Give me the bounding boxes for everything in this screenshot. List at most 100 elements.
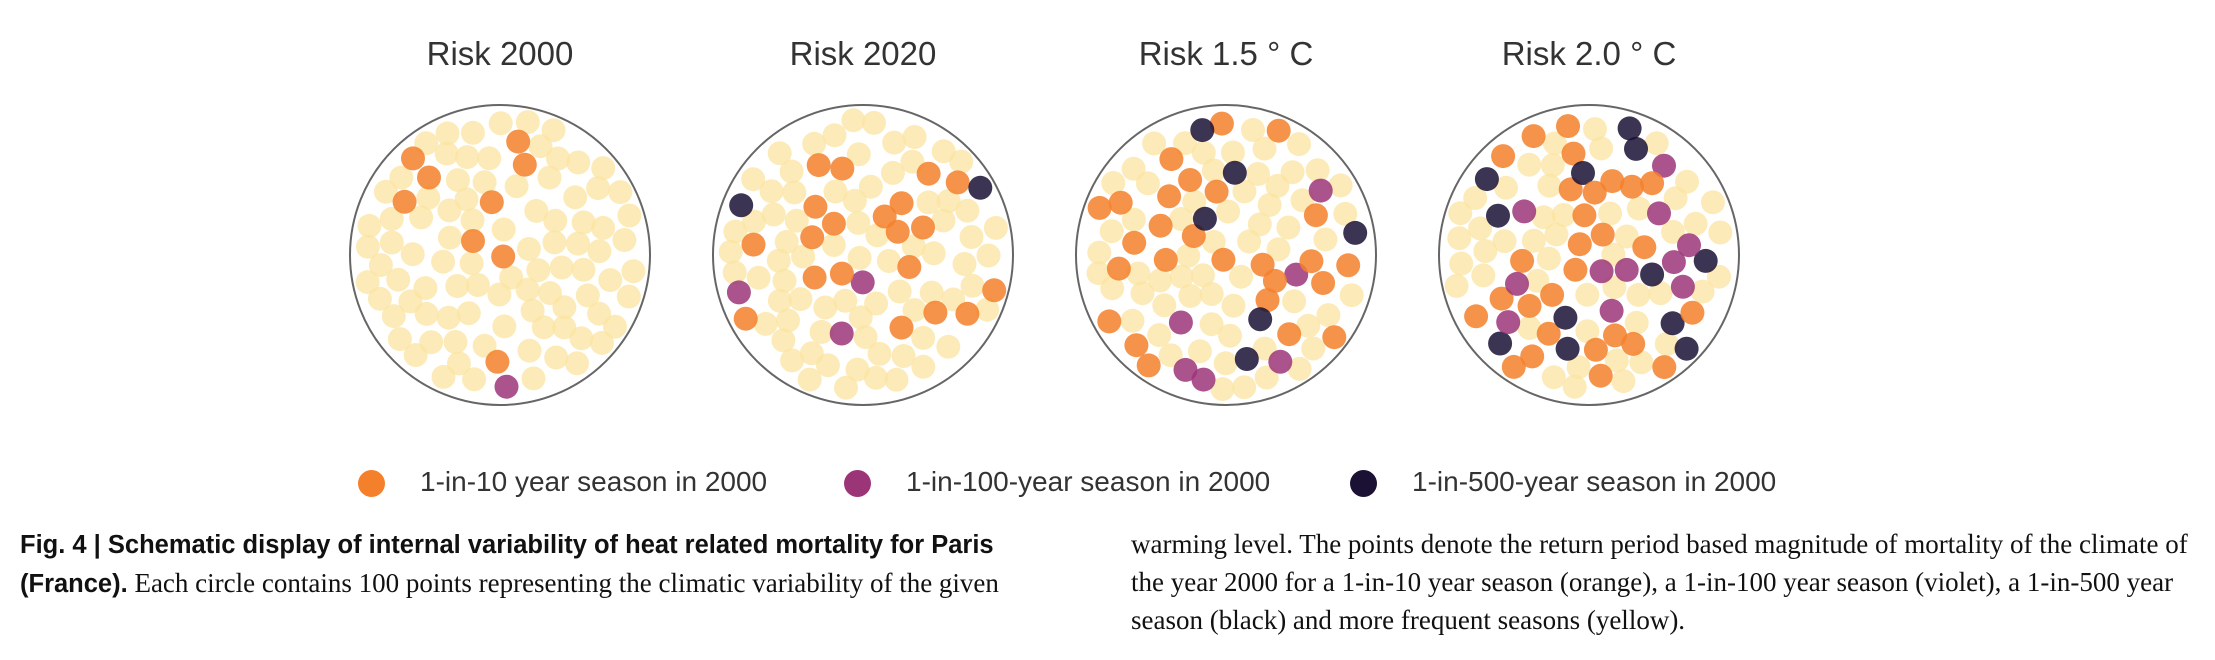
- point-yellow: [876, 249, 901, 273]
- point-yellow: [1544, 222, 1569, 247]
- point-yellow: [864, 291, 889, 316]
- point-orange: [1600, 169, 1625, 194]
- point-yellow: [542, 230, 567, 255]
- point-yellow: [355, 234, 380, 259]
- point-yellow: [1252, 136, 1277, 161]
- point-yellow: [552, 295, 577, 320]
- point-orange: [1266, 118, 1291, 143]
- point-yellow: [1187, 339, 1212, 364]
- point-yellow: [1296, 313, 1321, 338]
- point-yellow: [782, 180, 807, 205]
- point-yellow: [771, 328, 796, 353]
- point-yellow: [586, 176, 611, 201]
- point-orange: [802, 265, 827, 290]
- point-yellow: [1199, 282, 1224, 306]
- point-orange: [1561, 141, 1586, 166]
- point-yellow: [784, 208, 809, 233]
- point-yellow: [528, 134, 553, 159]
- point-violet: [1173, 357, 1198, 382]
- point-orange: [1640, 171, 1665, 196]
- point-yellow: [1531, 205, 1556, 230]
- point-yellow: [1313, 227, 1338, 252]
- point-yellow: [867, 341, 892, 366]
- point-orange: [1148, 213, 1173, 238]
- point-yellow: [1201, 158, 1226, 183]
- point-yellow: [1517, 152, 1542, 177]
- point-yellow: [1537, 173, 1562, 198]
- point-yellow: [389, 165, 414, 190]
- point-violet: [1647, 201, 1671, 226]
- legend: 1-in-10 year season in 2000 1-in-100-yea…: [0, 462, 2215, 506]
- point-orange: [923, 300, 948, 325]
- point-yellow: [761, 202, 786, 227]
- point-orange: [1536, 321, 1561, 346]
- point-yellow: [1237, 229, 1262, 254]
- point-orange: [733, 306, 758, 331]
- point-yellow: [759, 179, 784, 204]
- point-violet: [1661, 250, 1686, 275]
- point-yellow: [902, 125, 927, 149]
- point-yellow: [1221, 293, 1246, 318]
- point-yellow: [437, 198, 462, 223]
- point-violet: [1677, 233, 1701, 258]
- point-orange: [955, 301, 980, 326]
- point-orange: [830, 156, 855, 181]
- point-yellow: [936, 334, 961, 359]
- point-yellow: [1473, 239, 1498, 263]
- point-yellow: [357, 213, 382, 238]
- scatter-circle: [349, 104, 651, 406]
- point-yellow: [880, 160, 905, 185]
- point-yellow: [848, 305, 873, 330]
- point-yellow: [1169, 264, 1194, 289]
- point-yellow: [526, 258, 551, 283]
- point-yellow: [1541, 365, 1566, 390]
- point-yellow: [1213, 351, 1238, 376]
- point-yellow: [587, 301, 612, 326]
- point-yellow: [1252, 336, 1277, 361]
- scatter-circle: [1075, 104, 1377, 406]
- point-yellow: [911, 325, 936, 350]
- point-yellow: [1328, 173, 1353, 198]
- circle-outline: [1075, 104, 1377, 406]
- point-yellow: [488, 111, 513, 136]
- point-violet: [1191, 367, 1216, 392]
- point-yellow: [858, 174, 883, 199]
- point-yellow: [1333, 201, 1358, 226]
- point-orange: [1652, 355, 1677, 380]
- point-yellow: [845, 357, 870, 382]
- point-yellow: [546, 146, 570, 171]
- point-orange: [803, 194, 828, 219]
- point-orange: [1122, 230, 1147, 255]
- point-yellow: [517, 338, 542, 363]
- point-yellow: [1644, 131, 1669, 156]
- point-yellow: [884, 367, 909, 392]
- point-violet: [829, 321, 854, 346]
- point-yellow: [753, 311, 778, 336]
- point-orange: [889, 315, 914, 340]
- point-yellow: [487, 282, 512, 307]
- point-black: [1192, 206, 1217, 231]
- point-yellow: [445, 274, 470, 298]
- point-yellow: [1158, 343, 1183, 368]
- point-yellow: [1130, 281, 1155, 306]
- point-yellow: [1540, 153, 1565, 178]
- point-yellow: [603, 314, 627, 339]
- point-yellow: [1201, 229, 1226, 254]
- point-black: [1234, 347, 1259, 371]
- point-yellow: [590, 330, 614, 355]
- point-black: [1640, 262, 1665, 287]
- point-violet: [1268, 349, 1293, 374]
- point-yellow: [797, 367, 822, 392]
- point-yellow: [541, 118, 566, 143]
- point-violet: [726, 280, 751, 305]
- point-orange: [1124, 333, 1149, 358]
- point-yellow: [952, 252, 977, 276]
- point-orange: [1204, 179, 1229, 204]
- point-orange: [1572, 203, 1597, 228]
- point-black: [1660, 311, 1685, 336]
- panel-title: Risk 2.0 ° C: [1501, 35, 1677, 72]
- point-yellow: [459, 251, 484, 276]
- point-violet: [1168, 310, 1193, 335]
- point-yellow: [1301, 336, 1326, 361]
- point-yellow: [1626, 282, 1651, 307]
